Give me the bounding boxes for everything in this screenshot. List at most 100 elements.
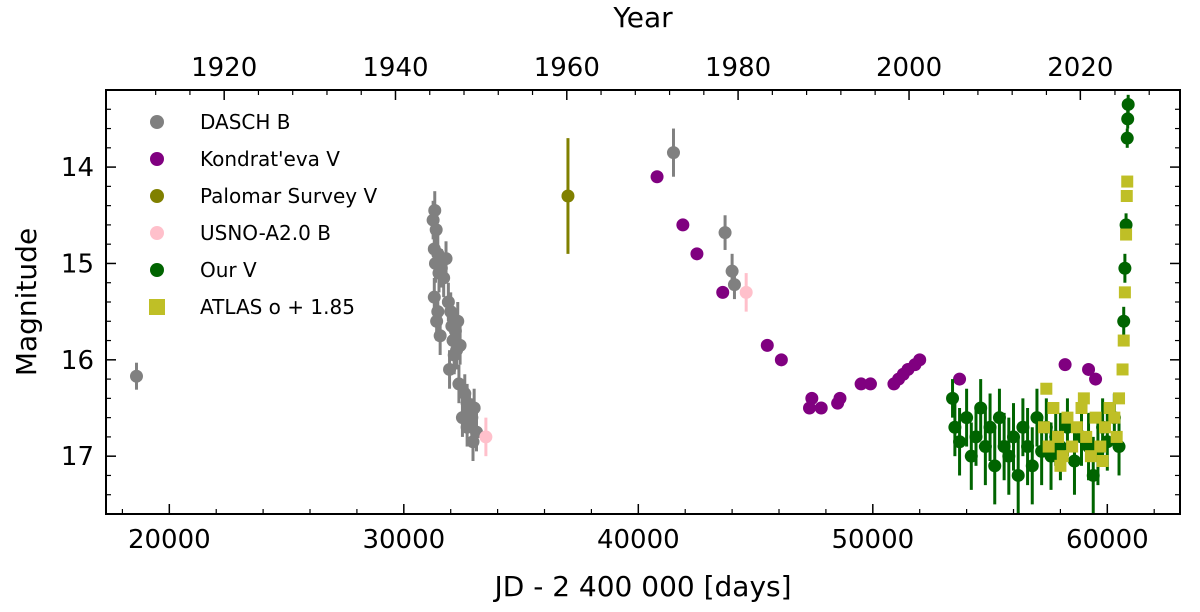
data-point xyxy=(1120,190,1133,202)
data-point xyxy=(561,189,575,203)
data-point xyxy=(1089,372,1103,386)
top-tick-label: 1940 xyxy=(362,53,428,83)
data-point xyxy=(1113,392,1126,405)
data-point xyxy=(1054,459,1067,472)
data-point xyxy=(1066,440,1079,453)
legend-entry-1: Kondrat'eva V xyxy=(150,147,340,171)
top-tick-label: 2000 xyxy=(876,53,942,83)
data-point xyxy=(946,391,960,405)
data-point xyxy=(953,372,967,386)
legend-label: Our V xyxy=(200,258,257,282)
data-point xyxy=(1052,430,1065,443)
data-point xyxy=(1075,402,1088,414)
data-point xyxy=(429,223,443,237)
data-point xyxy=(1117,334,1130,347)
data-point xyxy=(814,401,828,415)
data-point xyxy=(676,218,690,232)
data-point xyxy=(443,362,457,376)
legend-entry-2: Palomar Survey V xyxy=(150,184,377,208)
data-point xyxy=(690,247,704,261)
top-x-axis-title: Year xyxy=(612,1,673,34)
data-point xyxy=(1094,440,1107,453)
legend: DASCH B Kondrat'eva V Palomar Survey V USNO… xyxy=(149,110,377,319)
data-point xyxy=(727,278,741,292)
data-point xyxy=(1082,362,1096,376)
data-point xyxy=(666,146,680,160)
data-point xyxy=(1077,392,1090,405)
data-point xyxy=(913,353,927,367)
data-point xyxy=(718,226,732,240)
data-point xyxy=(1084,450,1097,463)
legend-entry-3: USNO-A2.0 B xyxy=(150,221,331,245)
data-point xyxy=(439,252,453,266)
data-point xyxy=(451,314,465,328)
data-point xyxy=(831,396,845,410)
data-point xyxy=(1121,112,1135,126)
data-point xyxy=(1108,411,1121,424)
data-point xyxy=(1103,402,1116,414)
data-point xyxy=(725,264,739,278)
legend-marker xyxy=(150,152,164,166)
data-point xyxy=(428,203,442,217)
top-tick-label: 1980 xyxy=(705,53,771,83)
x-tick-label: 60000 xyxy=(1066,525,1149,555)
data-point xyxy=(988,459,1002,473)
data-point xyxy=(1037,421,1050,434)
data-point xyxy=(1121,175,1134,188)
data-point xyxy=(1119,218,1133,232)
data-point xyxy=(854,377,868,391)
data-point xyxy=(1118,261,1132,275)
data-point xyxy=(432,266,446,280)
y-tick-label: 17 xyxy=(61,442,94,472)
data-point xyxy=(739,285,753,299)
data-point xyxy=(1121,97,1135,111)
data-point xyxy=(1058,358,1072,372)
y-tick-label: 14 xyxy=(61,153,94,183)
y-axis-title: Magnitude xyxy=(10,228,43,376)
data-point xyxy=(953,435,967,449)
data-point xyxy=(467,401,481,415)
top-tick-label: 1960 xyxy=(534,53,600,83)
legend-label: Kondrat'eva V xyxy=(200,147,340,171)
legend-label: Palomar Survey V xyxy=(200,184,377,208)
x-tick-label: 20000 xyxy=(128,525,211,555)
series-4 xyxy=(946,94,1135,514)
data-point xyxy=(1080,430,1093,443)
data-point xyxy=(960,411,974,425)
data-point xyxy=(1089,411,1102,424)
data-point xyxy=(1117,314,1131,328)
y-tick-label: 16 xyxy=(61,346,94,376)
y-tick-label: 15 xyxy=(61,249,94,279)
data-point xyxy=(863,377,877,391)
legend-entry-4: Our V xyxy=(150,258,257,282)
data-point xyxy=(760,338,774,352)
top-tick-label: 1920 xyxy=(191,53,257,83)
series-0 xyxy=(129,128,741,461)
data-point xyxy=(1053,440,1067,454)
series-5 xyxy=(1037,175,1134,472)
legend-marker xyxy=(149,299,165,315)
data-point xyxy=(1042,440,1055,453)
series-1 xyxy=(650,170,1103,415)
x-tick-label: 50000 xyxy=(831,525,914,555)
x-tick-label: 30000 xyxy=(362,525,445,555)
data-point xyxy=(774,353,788,367)
legend-marker xyxy=(150,226,164,240)
series-2 xyxy=(561,138,575,254)
top-tick-label: 2020 xyxy=(1047,53,1113,83)
legend-label: ATLAS o + 1.85 xyxy=(200,295,355,319)
data-point xyxy=(1120,131,1134,145)
data-point xyxy=(1112,440,1126,454)
ticks-layer: 20000 30000 40000 50000 60000 1920 1940 1960 198… xyxy=(61,53,1180,555)
data-point xyxy=(452,377,466,391)
data-point xyxy=(1061,411,1074,424)
data-point xyxy=(1025,459,1039,473)
data-point xyxy=(433,329,447,343)
legend-marker xyxy=(150,263,164,277)
data-point xyxy=(466,435,480,449)
data-point xyxy=(650,170,664,184)
x-tick-label: 40000 xyxy=(597,525,680,555)
data-point xyxy=(1116,363,1129,376)
data-point xyxy=(716,285,730,299)
